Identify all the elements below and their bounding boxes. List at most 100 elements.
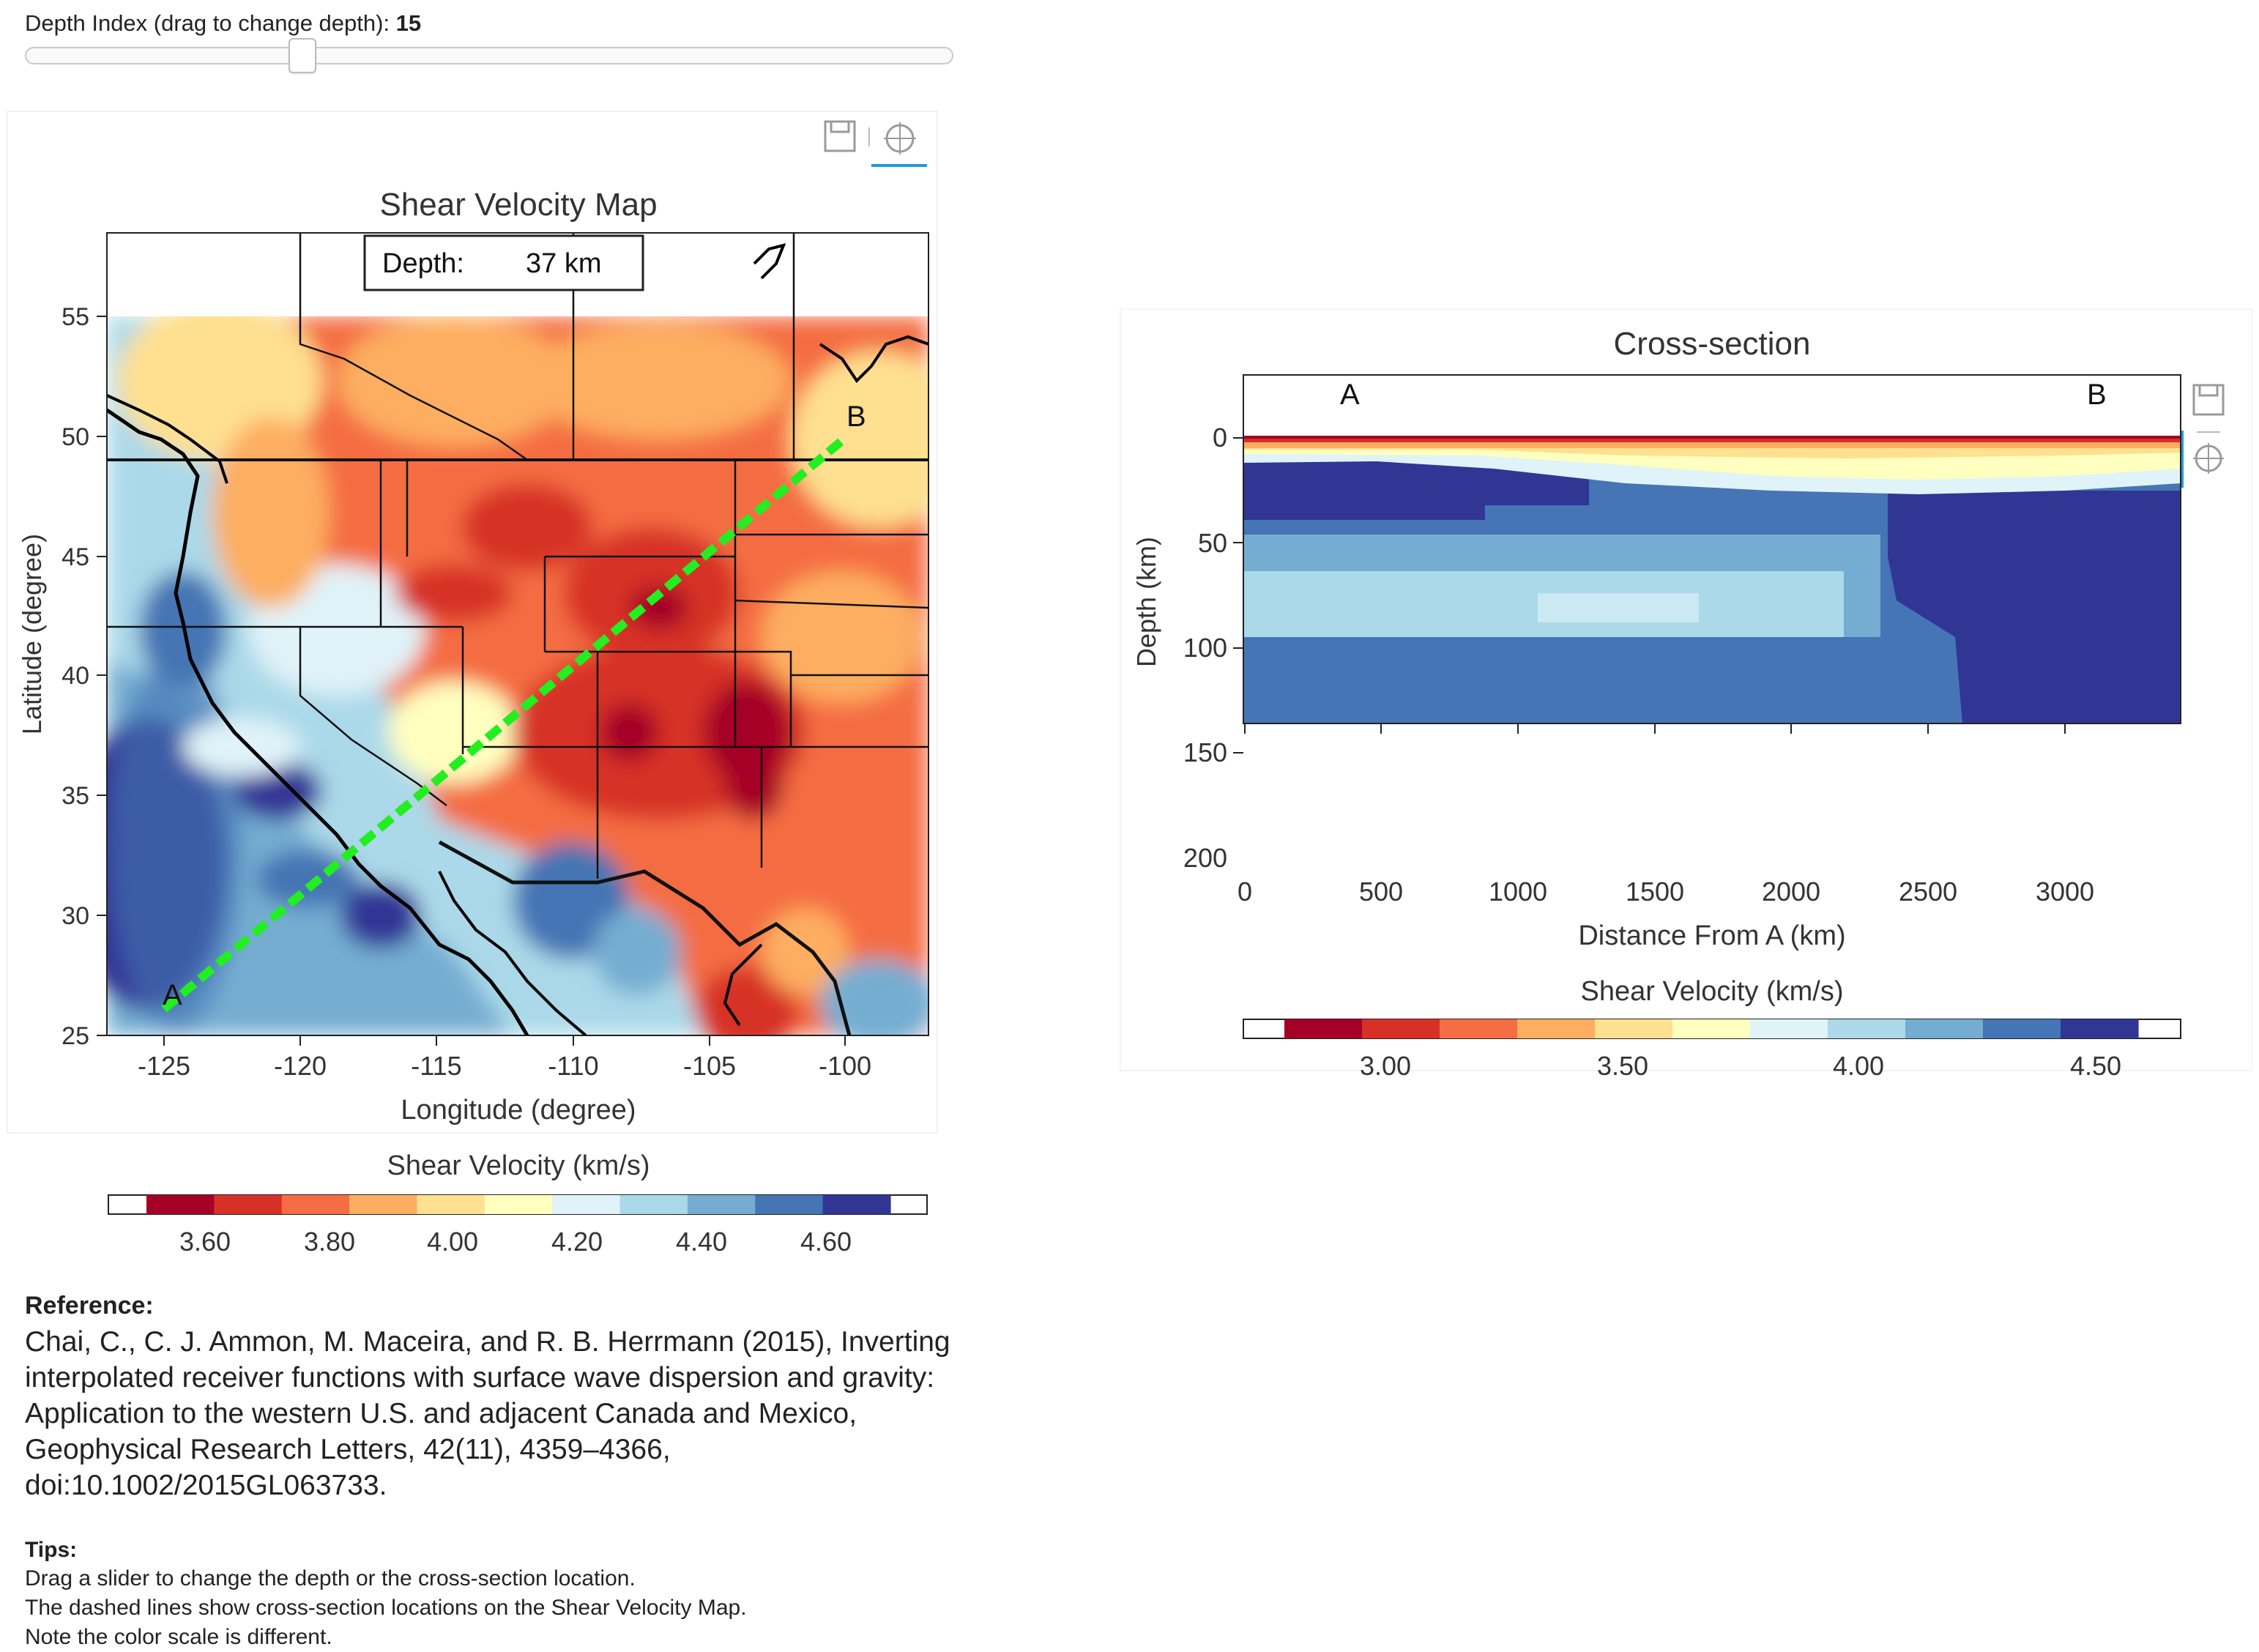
map-save-icon[interactable] (824, 120, 856, 152)
colorbar-swatch (417, 1195, 485, 1214)
colorbar-swatch (1362, 1019, 1440, 1038)
colorbar-swatch (687, 1195, 756, 1214)
reference-title: Reference: (25, 1292, 154, 1320)
cross-section-line[interactable] (161, 436, 846, 1013)
map-y-tick-label: 40 (62, 662, 89, 690)
cross-section-colorbar-tick-label: 3.50 (1597, 1051, 1648, 1081)
cross-section-x-ticks (1244, 723, 2066, 734)
colorbar-swatch (281, 1195, 350, 1214)
cross-section-x-tick-label: 2500 (1899, 877, 1957, 907)
depth-slider-track[interactable] (25, 47, 953, 64)
map-x-tick-label: -105 (683, 1051, 736, 1081)
cross-section-plot-area[interactable] (1243, 375, 2181, 723)
map-x-tick-label: -115 (411, 1051, 461, 1081)
map-colorbar-tick-label: 4.00 (427, 1227, 478, 1257)
map-y-tick-label: 45 (62, 543, 89, 571)
tips-title: Tips: (25, 1538, 78, 1562)
depth-slider-label: Depth Index (drag to change depth): 15 (25, 10, 421, 37)
colorbar-swatch (349, 1195, 418, 1214)
colorbar-swatch (484, 1195, 553, 1214)
map-y-tick-label: 50 (62, 423, 89, 451)
map-x-axis-label: Longitude (degree) (401, 1095, 636, 1125)
cross-section-colorbar-tick-label: 4.50 (2070, 1051, 2121, 1081)
reference-line: Application to the western U.S. and adja… (25, 1398, 857, 1429)
tips-line: The dashed lines show cross-section loca… (25, 1596, 747, 1620)
map-y-ticks (97, 316, 107, 1036)
cross-section-y-tick-label: 200 (1183, 843, 1227, 873)
map-y-axis-label: Latitude (degree) (17, 534, 47, 734)
map-panel: Shear Velocity Map (7, 111, 952, 1257)
reference-line: Geophysical Research Letters, 42(11), 43… (25, 1434, 671, 1465)
cross-section-x-tick-label: 1500 (1626, 877, 1684, 907)
colorbar-swatch (1983, 1019, 2061, 1038)
colorbar-swatch (146, 1195, 215, 1214)
map-colorbar-tick-label: 3.80 (304, 1227, 355, 1257)
depth-slider-handle[interactable] (289, 38, 317, 73)
map-y-tick-label: 55 (62, 303, 89, 331)
cross-section-y-tick-label: 100 (1183, 633, 1227, 663)
cross-section-x-tick-label: 1000 (1489, 877, 1547, 907)
colorbar-swatch (1517, 1019, 1596, 1038)
map-x-ticks (163, 1035, 846, 1046)
cross-section-y-tick-label: 150 (1183, 737, 1227, 767)
colorbar-swatch (1750, 1019, 1828, 1038)
map-y-tick-label: 30 (62, 902, 89, 930)
tips-body: Drag a slider to change the depth or the… (25, 1564, 747, 1652)
cross-section-x-tick-label: 3000 (2036, 877, 2094, 907)
map-crosshair-icon[interactable] (884, 122, 916, 155)
colorbar-swatch (755, 1195, 824, 1214)
map-x-tick-label: -125 (138, 1051, 190, 1081)
colorbar-swatch (552, 1195, 621, 1214)
cross-section-colorbar-tick-label: 3.00 (1360, 1051, 1411, 1081)
cross-section-y-axis-label: Depth (km) (1131, 537, 1161, 667)
colorbar-swatch (1284, 1019, 1363, 1038)
colorbar-swatch (1672, 1019, 1751, 1038)
map-x-tick-label: -100 (819, 1051, 871, 1081)
map-x-tick-label: -120 (274, 1051, 327, 1081)
depth-box (363, 234, 644, 291)
map-y-tick-label: 25 (62, 1022, 89, 1050)
map-colorbar-title: Shear Velocity (km/s) (387, 1150, 650, 1181)
point-b-label: B (846, 401, 866, 433)
cross-section-colorbar-title: Shear Velocity (km/s) (1581, 976, 1844, 1007)
cross-section-crosshair-icon[interactable] (2193, 443, 2224, 474)
cross-section-point-a: A (1340, 379, 1360, 411)
cross-section-x-tick-label: 2000 (1762, 877, 1820, 907)
cross-section-y-tick-label: 50 (1198, 528, 1227, 558)
map-colorbar-tick-label: 4.60 (800, 1227, 852, 1257)
colorbar-swatch (1440, 1019, 1518, 1038)
reference-line: Chai, C., C. J. Ammon, M. Maceira, and R… (25, 1326, 950, 1358)
map-colorbar (108, 1194, 928, 1215)
point-a-label: A (163, 979, 182, 1011)
map-plot-area[interactable] (66, 233, 952, 1054)
map-x-tick-label: -110 (548, 1051, 598, 1081)
cross-section-panel: Cross-section (1120, 308, 2252, 1081)
reference-body: Chai, C., C. J. Ammon, M. Maceira, and R… (25, 1324, 1035, 1503)
map-colorbar-tick-label: 3.60 (179, 1227, 231, 1257)
colorbar-swatch (619, 1195, 688, 1214)
map-title: Shear Velocity Map (379, 187, 657, 223)
colorbar-swatch (1595, 1019, 1673, 1038)
colorbar-swatch (1905, 1019, 1984, 1038)
cross-section-y-ticks (1233, 437, 1243, 754)
reference-line: doi:10.1002/2015GL063733. (25, 1470, 387, 1501)
cross-section-colorbar-tick-label: 4.00 (1833, 1051, 1884, 1081)
cross-section-x-tick-label: 500 (1359, 877, 1403, 907)
depth-box-value: 37 km (526, 248, 601, 279)
cross-section-x-axis-label: Distance From A (km) (1578, 920, 1845, 951)
map-y-tick-label: 35 (62, 782, 89, 810)
cross-section-y-tick-label: 0 (1213, 423, 1227, 453)
colorbar-swatch (214, 1195, 283, 1214)
depth-slider-value: 15 (395, 10, 422, 36)
map-colorbar-tick-label: 4.40 (676, 1227, 727, 1257)
colorbar-swatch (2061, 1019, 2139, 1038)
depth-slider-label-text: Depth Index (drag to change depth): (25, 10, 390, 36)
tips-line: Note the color scale is different. (25, 1625, 332, 1649)
reference-line: interpolated receiver functions with sur… (25, 1362, 935, 1394)
cross-section-point-b: B (2087, 379, 2107, 411)
cross-section-save-icon[interactable] (2192, 384, 2225, 416)
depth-box-label: Depth: (382, 248, 464, 279)
colorbar-swatch (822, 1195, 891, 1214)
cross-section-x-tick-label: 0 (1238, 877, 1252, 907)
cross-section-colorbar (1243, 1019, 2181, 1039)
